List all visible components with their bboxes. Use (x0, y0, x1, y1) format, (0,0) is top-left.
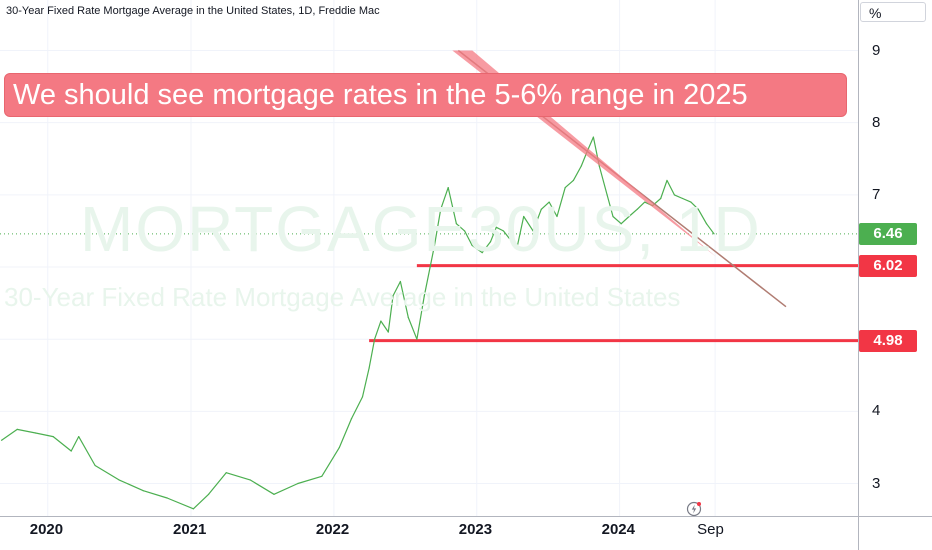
data-point (628, 215, 630, 218)
data-point (392, 295, 394, 297)
data-point (399, 280, 402, 283)
data-point (481, 251, 483, 254)
price-tag: 6.02 (859, 254, 917, 277)
data-point (447, 187, 449, 189)
data-point (516, 244, 519, 246)
data-point (338, 446, 340, 449)
data-point (598, 165, 600, 167)
watermark-description: 30-Year Fixed Rate Mortgage Average in t… (4, 282, 681, 312)
data-point (78, 436, 80, 438)
data-point (16, 428, 18, 430)
x-tick-label: 2022 (315, 521, 350, 538)
data-point (636, 208, 638, 210)
data-point (612, 215, 614, 218)
data-point (423, 295, 425, 297)
data-point (166, 497, 168, 499)
data-point (564, 187, 566, 189)
data-point (502, 230, 504, 232)
data-point (713, 233, 715, 235)
data-point (0, 439, 3, 441)
y-tick-label: 3 (872, 474, 881, 492)
data-point (455, 223, 457, 225)
price-tag: 4.98 (859, 329, 917, 352)
x-tick-label: Sep (697, 521, 724, 538)
data-point (666, 179, 668, 182)
data-point (249, 479, 251, 481)
data-point (208, 493, 210, 495)
x-tick-label: 2023 (458, 521, 493, 538)
data-point (489, 241, 492, 243)
lightning-icon[interactable] (686, 501, 702, 517)
data-point (297, 482, 299, 485)
annotation-callout[interactable]: We should see mortgage rates in the 5-6%… (4, 73, 847, 117)
data-point (620, 223, 622, 225)
data-point (350, 417, 353, 420)
data-point (540, 208, 542, 210)
data-point (273, 493, 275, 495)
y-tick-label: 4 (872, 402, 881, 420)
data-point (705, 223, 708, 225)
data-point (580, 165, 582, 167)
data-point (682, 197, 684, 200)
data-point (225, 472, 227, 474)
data-point (407, 316, 409, 319)
data-point (70, 450, 72, 452)
data-point (387, 331, 389, 333)
data-point (660, 197, 662, 200)
data-point (380, 320, 382, 322)
data-point (673, 194, 676, 196)
data-point (556, 215, 558, 218)
data-point (606, 194, 608, 196)
series-layer (0, 136, 715, 510)
data-point (321, 475, 323, 477)
y-tick-label: 8 (872, 113, 881, 131)
price-scale-unit-button[interactable]: % (860, 2, 926, 22)
data-point (361, 396, 364, 398)
data-point (464, 230, 466, 232)
chart-title: 30-Year Fixed Rate Mortgage Average in t… (6, 5, 380, 17)
data-point (440, 208, 442, 210)
data-point (373, 338, 376, 340)
data-point (532, 230, 534, 232)
data-point (94, 464, 96, 467)
data-point (572, 179, 575, 182)
level-layer (0, 233, 858, 343)
data-point (697, 208, 699, 210)
x-tick-label: 2024 (601, 521, 635, 538)
data-point (142, 490, 144, 492)
data-point (592, 136, 594, 138)
data-point (368, 367, 370, 369)
data-point (433, 244, 436, 246)
data-point (548, 201, 550, 203)
data-point (690, 201, 692, 203)
data-point (523, 215, 525, 218)
y-tick-label: 9 (872, 41, 881, 59)
data-point (35, 432, 37, 434)
x-tick-label: 2020 (29, 521, 64, 538)
y-tick-label: 7 (872, 185, 881, 203)
data-point (471, 244, 473, 246)
watermark-symbol: MORTGAGE30US, 1D (80, 193, 762, 265)
data-point (495, 226, 497, 228)
data-point (416, 338, 418, 340)
data-point (508, 237, 510, 239)
price-tag: 6.46 (859, 222, 917, 245)
data-point (644, 201, 646, 203)
data-point (192, 508, 194, 510)
data-point (118, 479, 120, 481)
x-tick-label: 2021 (173, 521, 207, 538)
data-point (52, 436, 54, 438)
